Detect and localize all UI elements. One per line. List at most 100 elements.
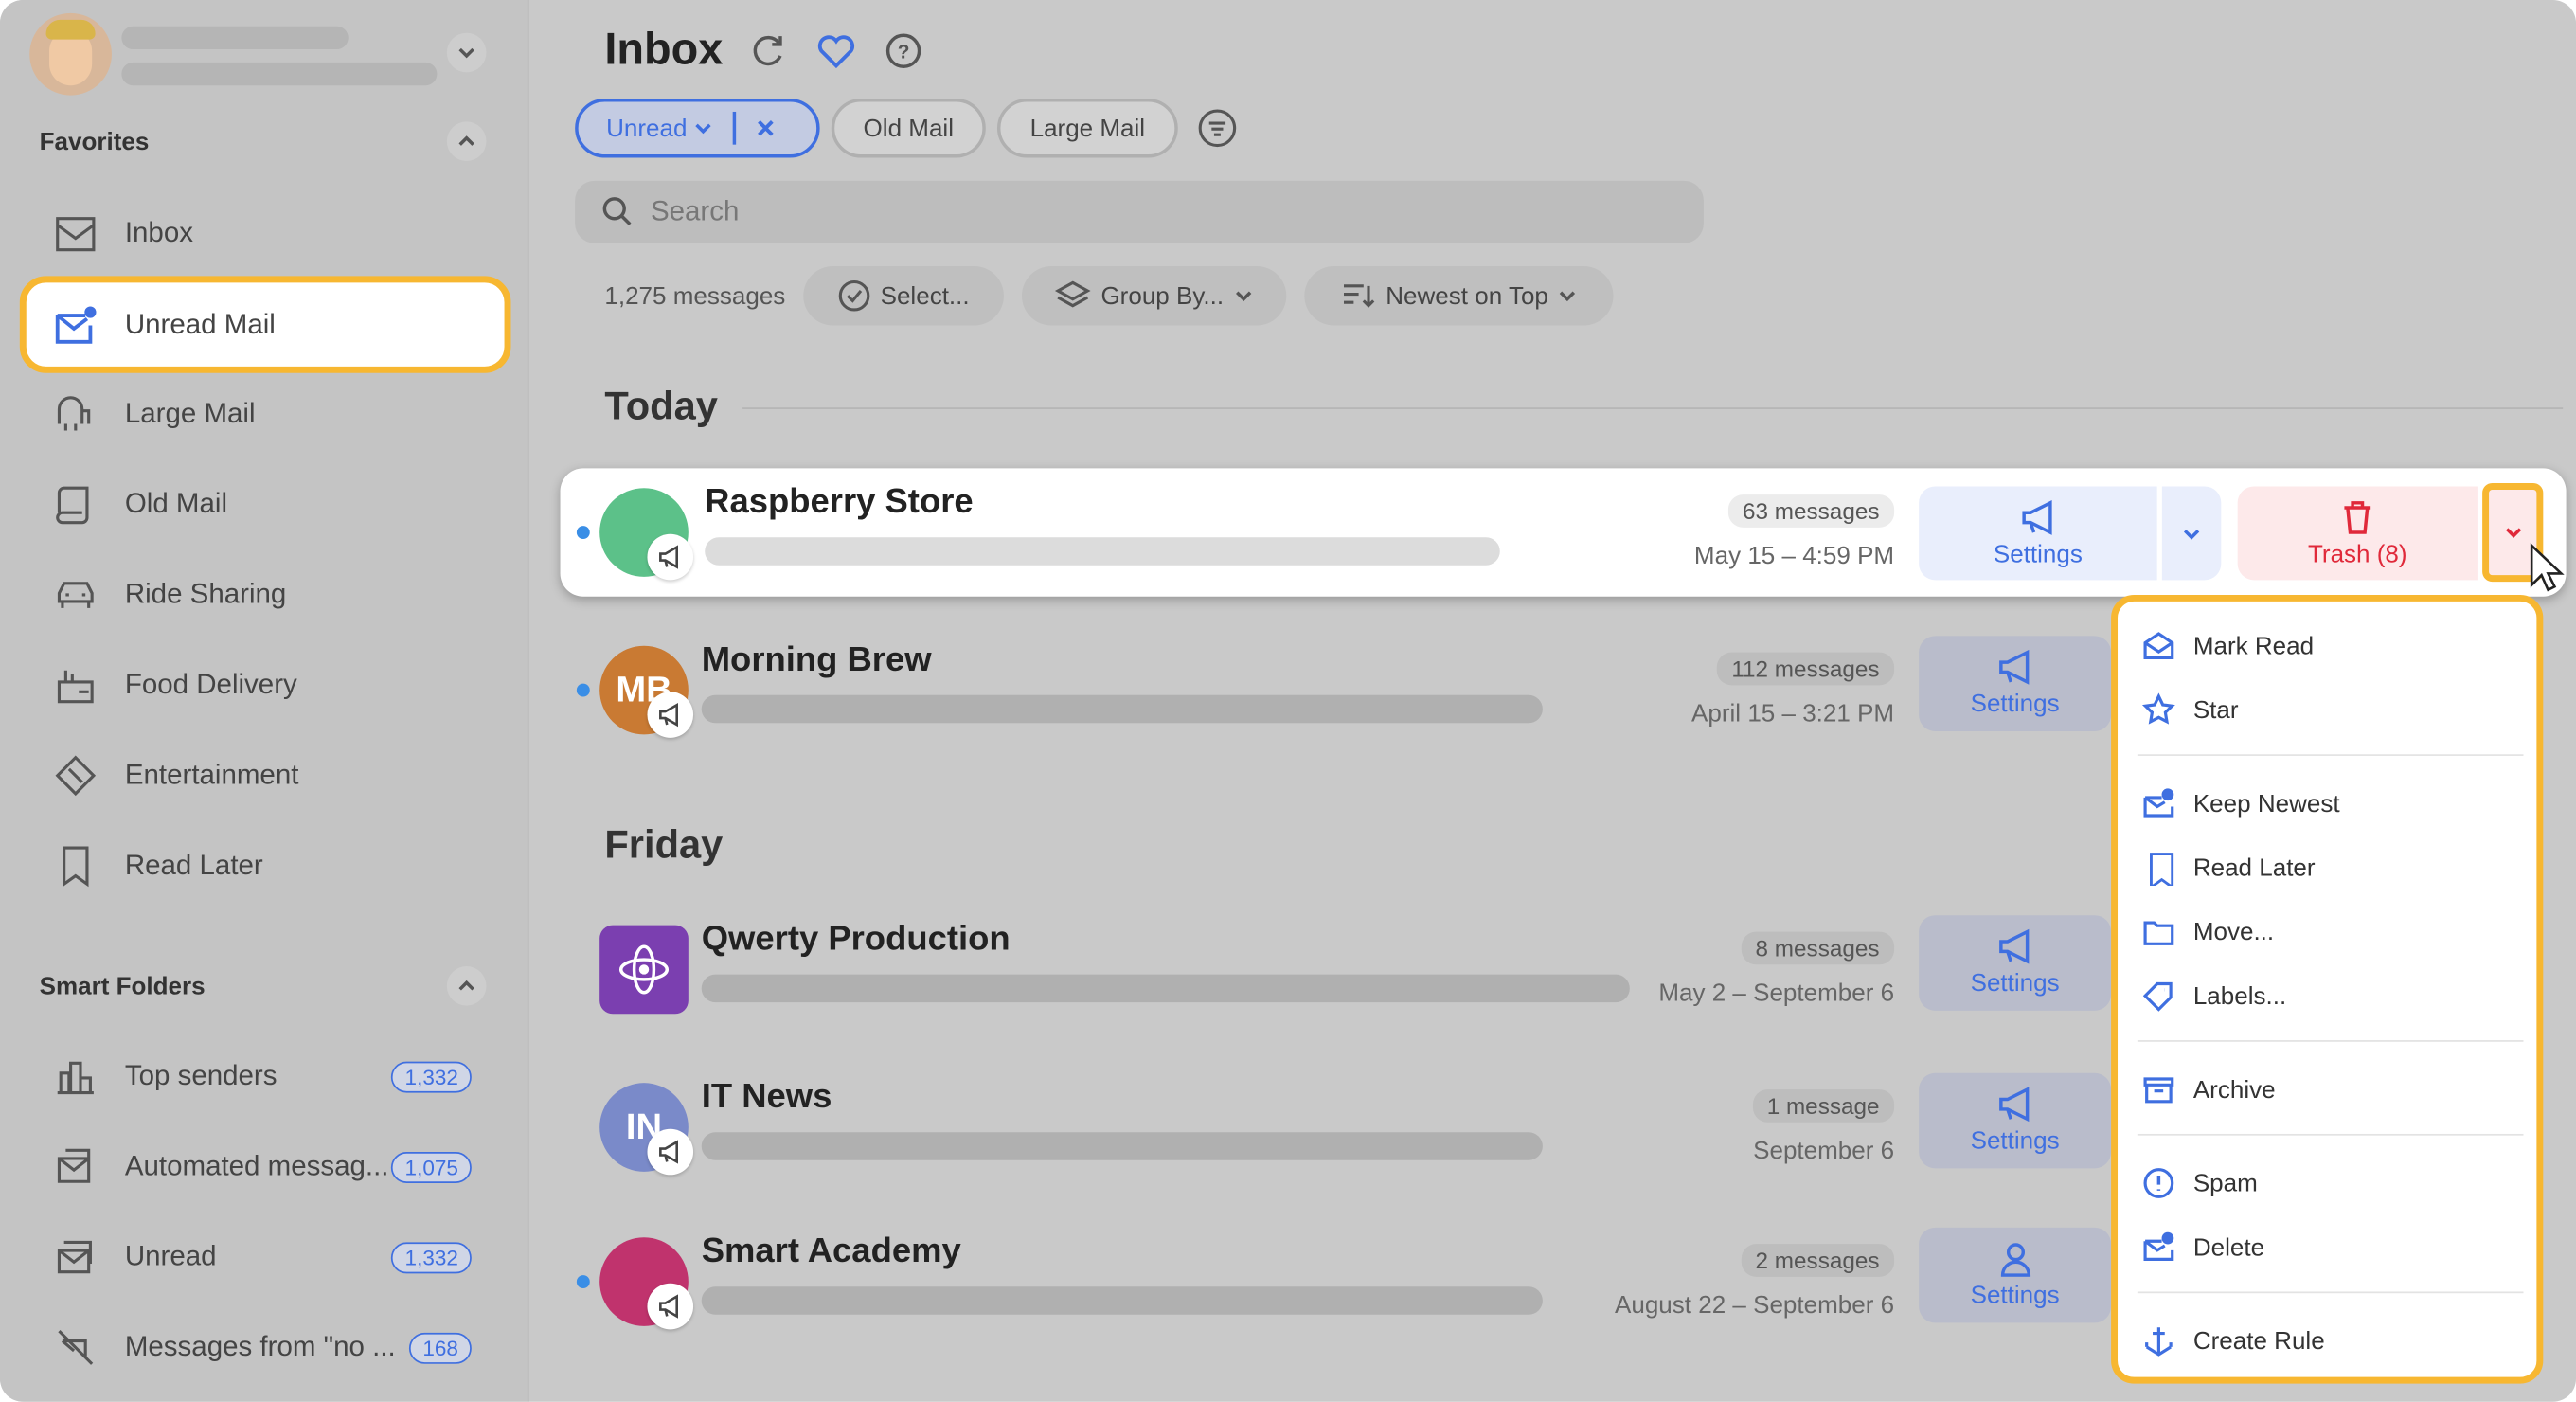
menu-item-read-later[interactable]: Read Later (2140, 843, 2518, 892)
megaphone-icon (1995, 649, 2035, 685)
menu-item-create-rule[interactable]: Create Rule (2140, 1316, 2518, 1365)
smart-folder-label: Automated messag... (124, 1150, 389, 1182)
help-icon[interactable]: ? (886, 33, 921, 69)
account-chevron-down-icon[interactable] (446, 32, 487, 73)
sender-row[interactable]: Smart Academy 2 messages August 22 – Septe… (561, 1217, 2567, 1345)
menu-item-labels[interactable]: Labels... (2140, 971, 2518, 1020)
menu-item-delete[interactable]: Delete (2140, 1223, 2518, 1272)
filter-chip-old-mail[interactable]: Old Mail (831, 99, 986, 158)
smart-folder-item[interactable]: Messages from "no ... 168 (20, 1306, 511, 1389)
menu-item-label: Create Rule (2192, 1326, 2325, 1356)
sidebar-item-label: Ride Sharing (124, 578, 287, 610)
megaphone-icon (1995, 1087, 2035, 1123)
refresh-icon[interactable] (751, 33, 787, 69)
smart-folder-item[interactable]: Unread 1,332 (20, 1216, 511, 1299)
date-range: May 2 – September 6 (1658, 979, 1895, 1008)
trash-button[interactable]: Trash (8) (2237, 486, 2478, 581)
smart-folder-label: Messages from "no ... (124, 1331, 396, 1363)
sidebar-item-unread-mail[interactable]: Unread Mail (19, 276, 511, 373)
divider (733, 111, 736, 145)
bookmark-icon (53, 843, 125, 890)
clear-filter-close-icon[interactable] (755, 118, 775, 138)
favorites-collapse-icon[interactable] (446, 121, 487, 162)
sender-name: Smart Academy (701, 1232, 961, 1270)
message-count-badge: 112 messages (1716, 652, 1895, 686)
filter-options-icon[interactable] (1198, 108, 1238, 148)
smart-folder-label: Top senders (124, 1059, 277, 1091)
sender-row[interactable]: Qwerty Production 8 messages May 2 – Septe… (561, 906, 2567, 1034)
atom-icon (618, 944, 670, 995)
smart-folders-collapse-icon[interactable] (446, 966, 487, 1006)
keep-newest-icon (2140, 785, 2193, 821)
menu-item-keep-newest[interactable]: Keep Newest (2140, 779, 2518, 828)
sidebar-item-large-mail[interactable]: Large Mail (20, 373, 511, 456)
menu-item-star[interactable]: Star (2140, 685, 2518, 734)
settings-button[interactable]: Settings (1919, 1072, 2112, 1169)
megaphone-icon (2018, 498, 2058, 534)
menu-item-spam[interactable]: Spam (2140, 1159, 2518, 1208)
count-badge: 1,332 (391, 1060, 472, 1092)
count-badge: 1,075 (391, 1151, 472, 1183)
scroll-icon (53, 481, 125, 528)
car-icon (53, 572, 125, 619)
menu-item-label: Delete (2192, 1232, 2265, 1262)
sender-row[interactable]: Raspberry Store 63 messages May 15 – 4:59 … (560, 468, 2567, 597)
sort-button[interactable]: Newest on Top (1304, 266, 1614, 326)
smart-folder-item[interactable]: Automated messag... 1,075 (20, 1125, 511, 1208)
settings-button[interactable]: Settings (1919, 636, 2112, 731)
smart-folders-heading: Smart Folders (39, 972, 206, 1001)
search-input[interactable]: Search (575, 180, 1704, 243)
megaphone-icon (1995, 928, 2035, 964)
settings-button[interactable]: Settings (1919, 486, 2157, 581)
settings-button[interactable]: Settings (1919, 1227, 2112, 1323)
settings-label: Settings (1970, 690, 2060, 719)
message-count-badge: 8 messages (1740, 931, 1895, 965)
inbox-icon (53, 210, 125, 257)
avatar[interactable] (29, 12, 112, 96)
divider (742, 407, 2564, 409)
sidebar-item-inbox[interactable]: Inbox (20, 192, 511, 275)
menu-item-archive[interactable]: Archive (2140, 1065, 2518, 1114)
count-badge: 1,332 (391, 1241, 472, 1273)
filter-chip-large-mail[interactable]: Large Mail (996, 99, 1178, 158)
menu-item-move[interactable]: Move... (2140, 908, 2518, 957)
food-icon (53, 662, 125, 709)
account-name-placeholder (121, 26, 349, 50)
group-heading-friday: Friday (604, 823, 724, 868)
no-reply-icon (53, 1324, 125, 1371)
chevron-down-icon (695, 123, 711, 135)
sender-row[interactable]: MB Morning Brew 112 messages April 15 – 3:2… (561, 626, 2567, 754)
sidebar-item-label: Inbox (124, 216, 193, 248)
menu-item-mark-read[interactable]: Mark Read (2140, 621, 2518, 671)
sidebar-item-read-later[interactable]: Read Later (20, 825, 511, 908)
sidebar-item-old-mail[interactable]: Old Mail (20, 463, 511, 546)
filter-chip-label: Unread (606, 114, 688, 143)
smart-folder-label: Unread (124, 1240, 217, 1272)
sender-row[interactable]: IN IT News 1 message September 6 Settings (561, 1063, 2567, 1191)
menu-divider (2137, 754, 2524, 756)
sidebar-item-label: Read Later (124, 849, 263, 881)
select-button[interactable]: Select... (803, 266, 1004, 326)
spam-icon (2140, 1165, 2193, 1201)
select-label: Select... (880, 281, 970, 310)
sender-name: Morning Brew (701, 640, 932, 679)
star-icon (2140, 692, 2193, 728)
sender-avatar (599, 925, 689, 1015)
settings-button[interactable]: Settings (1919, 915, 2112, 1011)
smart-folder-item[interactable]: Top senders 1,332 (20, 1035, 511, 1118)
sidebar-item-ride-sharing[interactable]: Ride Sharing (20, 554, 511, 637)
sidebar-item-label: Large Mail (124, 397, 256, 429)
search-placeholder: Search (650, 195, 740, 227)
sidebar-item-food-delivery[interactable]: Food Delivery (20, 644, 511, 727)
sidebar-item-label: Unread Mail (124, 308, 276, 340)
filter-chip-unread[interactable]: Unread (575, 99, 820, 158)
message-count: 1,275 messages (604, 282, 786, 311)
sidebar-item-entertainment[interactable]: Entertainment (20, 734, 511, 817)
group-by-button[interactable]: Group By... (1021, 266, 1287, 326)
person-icon (1997, 1241, 2033, 1277)
heart-icon[interactable] (816, 33, 856, 69)
settings-chevron-down-icon[interactable] (2161, 486, 2222, 581)
subject-placeholder (705, 537, 1500, 566)
settings-label: Settings (1970, 1127, 2060, 1156)
